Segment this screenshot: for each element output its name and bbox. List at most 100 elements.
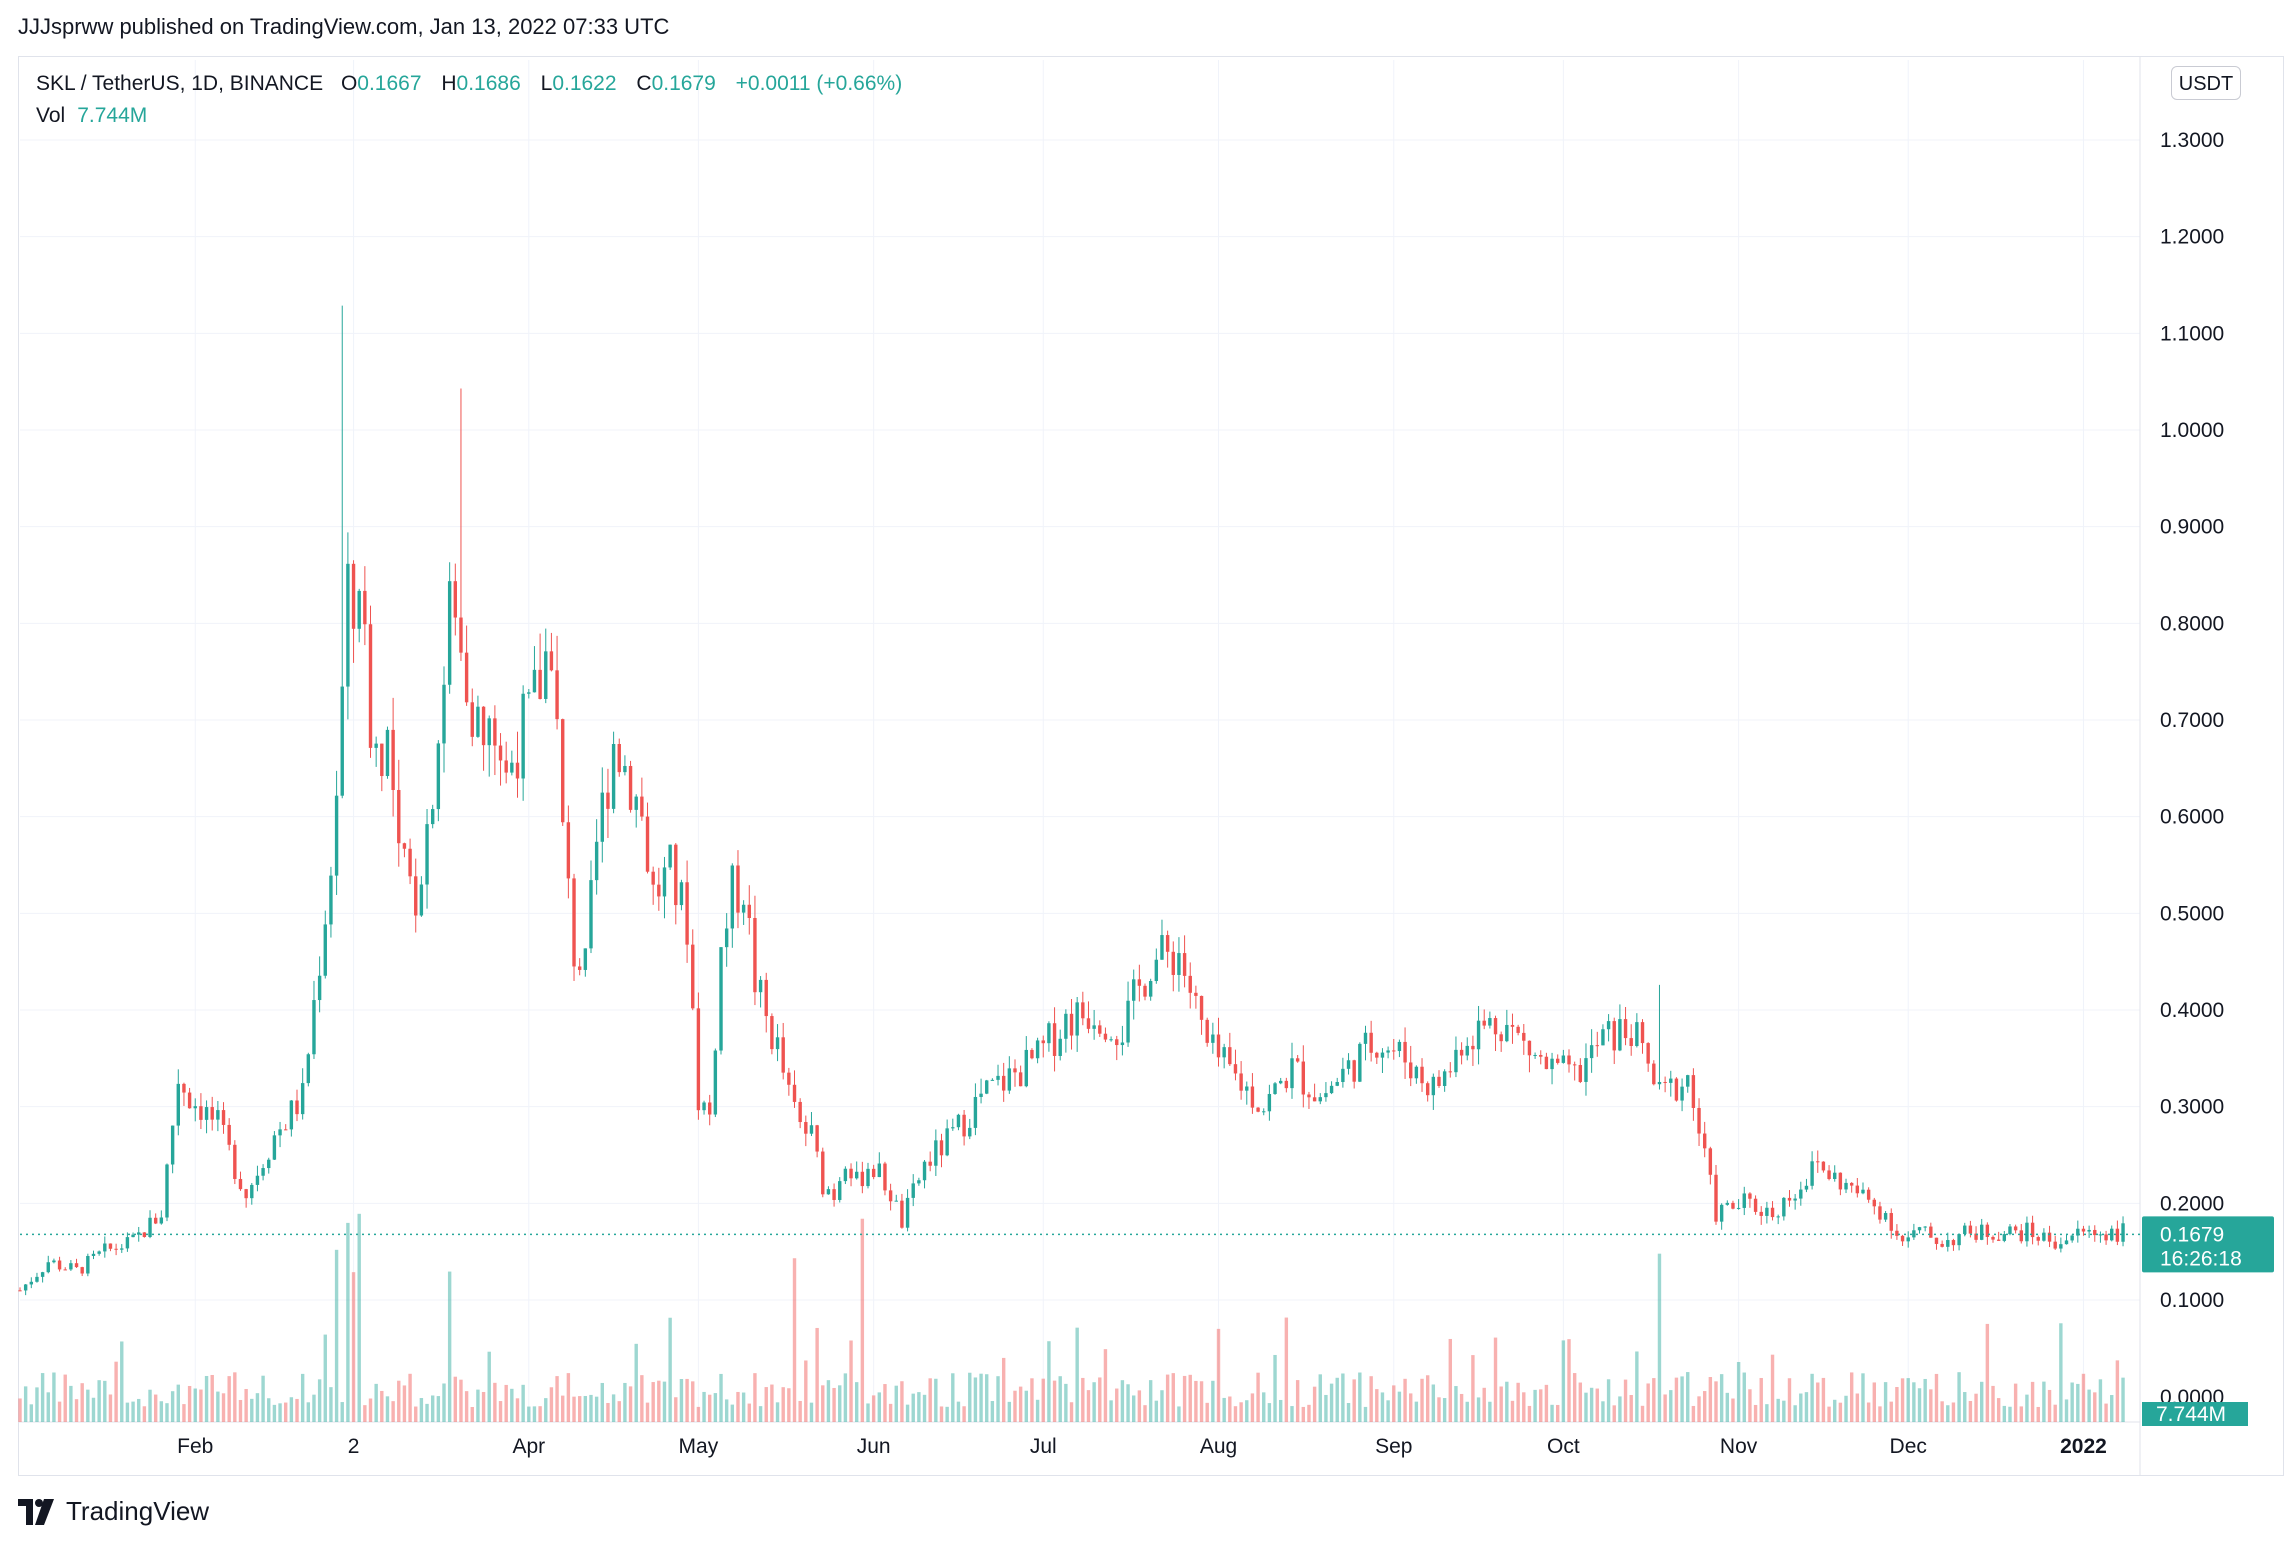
tradingview-brand[interactable]: TradingView: [18, 1496, 209, 1527]
candle-body: [1380, 1052, 1385, 1058]
candle-body: [1290, 1058, 1294, 1089]
volume-bar: [741, 1392, 746, 1422]
candle-body: [1623, 1019, 1628, 1039]
volume-bar: [1482, 1387, 1486, 1422]
candle-body: [1199, 995, 1204, 1020]
candle-body: [1544, 1056, 1549, 1070]
volume-bar: [1273, 1354, 1277, 1422]
volume-bar: [300, 1373, 305, 1422]
volume-bar: [1318, 1374, 1322, 1422]
candle-body: [1018, 1072, 1023, 1087]
candle-body: [86, 1255, 90, 1274]
candle-body: [137, 1232, 141, 1235]
volume-bar: [1883, 1382, 1888, 1422]
volume-bar: [510, 1388, 514, 1422]
volume-bar: [1793, 1405, 1797, 1422]
volume-bar: [1414, 1401, 1419, 1422]
volume-bar: [1425, 1375, 1430, 1422]
volume-bar: [1584, 1392, 1588, 1422]
candle-body: [199, 1106, 203, 1120]
candle-body: [1833, 1172, 1837, 1179]
candle-body: [1278, 1080, 1283, 1084]
volume-bar: [1245, 1400, 1249, 1422]
volume-bar: [1431, 1384, 1436, 1422]
candle-body: [1369, 1032, 1373, 1053]
candle-body: [1295, 1058, 1300, 1062]
volume-bar: [391, 1401, 395, 1422]
volume-bar: [713, 1393, 718, 1422]
candle-body: [170, 1125, 175, 1165]
volume-bar: [657, 1380, 661, 1422]
volume-bar: [295, 1398, 299, 1422]
volume-bar: [1674, 1377, 1679, 1422]
volume-bar: [108, 1394, 113, 1422]
volume-bar: [476, 1389, 480, 1422]
candle-body: [295, 1100, 299, 1115]
volume-bar: [1380, 1392, 1385, 1422]
candle-body: [1827, 1170, 1831, 1179]
candle-body: [1742, 1193, 1746, 1208]
candle-body: [1516, 1026, 1520, 1033]
volume-bar: [2081, 1373, 2086, 1422]
volume-bar: [685, 1378, 689, 1422]
volume-bar: [1533, 1389, 1537, 1422]
volume-bar: [696, 1406, 701, 1422]
candle-body: [979, 1093, 983, 1097]
volume-bar: [521, 1384, 525, 1422]
candle-body: [1250, 1086, 1255, 1108]
candle-body: [148, 1217, 152, 1238]
candle-body: [2121, 1223, 2125, 1242]
candle-body: [1397, 1041, 1402, 1052]
volume-bar: [29, 1404, 34, 1422]
candle-body: [1906, 1237, 1910, 1242]
candle-body: [945, 1128, 949, 1156]
candle-body: [408, 848, 412, 877]
candle-body: [2053, 1241, 2057, 1249]
candle-body: [1889, 1213, 1893, 1231]
candle-body: [1109, 1039, 1113, 1041]
volume-bar: [781, 1387, 785, 1422]
volume-bar: [985, 1374, 989, 1422]
volume-bar: [1759, 1377, 1763, 1422]
volume-bar: [278, 1403, 282, 1422]
candle-body: [114, 1248, 118, 1250]
volume-bar: [566, 1373, 571, 1422]
volume-bar: [1652, 1378, 1656, 1422]
volume-bar: [634, 1343, 638, 1422]
volume-bar: [80, 1383, 84, 1422]
volume-bar: [1392, 1385, 1396, 1422]
volume-bar: [1595, 1388, 1599, 1422]
published-line: JJJsprww published on TradingView.com, J…: [18, 14, 670, 39]
volume-bar: [1228, 1396, 1232, 1422]
candle-body: [2081, 1228, 2086, 1232]
candle-body: [973, 1096, 978, 1128]
volume-bar: [1578, 1382, 1583, 1422]
volume-bar: [1686, 1372, 1690, 1422]
volume-bar: [1934, 1373, 1939, 1422]
volume-bar: [153, 1394, 158, 1422]
volume-bar: [1697, 1396, 1701, 1422]
volume-bar: [1058, 1376, 1062, 1422]
x-tick-label: Nov: [1720, 1435, 1758, 1458]
candle-body: [1669, 1078, 1673, 1083]
high-value: 0.1686: [456, 72, 521, 95]
candle-body: [1092, 1025, 1096, 1029]
volume-bar: [1821, 1377, 1826, 1422]
high-label: H: [441, 72, 457, 95]
x-tick-label: Jul: [1030, 1435, 1057, 1458]
volume-bar: [1799, 1393, 1803, 1422]
currency-button[interactable]: USDT: [2171, 66, 2241, 100]
candle-body: [1431, 1076, 1436, 1096]
volume-legend: Vol 7.744M: [36, 104, 147, 128]
candle-body: [498, 745, 503, 761]
volume-bar: [351, 1272, 356, 1422]
volume-bar: [1810, 1373, 1814, 1422]
candle-body: [1770, 1207, 1775, 1218]
volume-bar: [2013, 1383, 2018, 1422]
candle-body: [1154, 959, 1159, 982]
candle-body: [278, 1129, 282, 1136]
candle-body: [414, 876, 418, 916]
volume-bar: [86, 1389, 90, 1422]
symbol-label[interactable]: SKL / TetherUS, 1D, BINANCE: [36, 72, 324, 95]
